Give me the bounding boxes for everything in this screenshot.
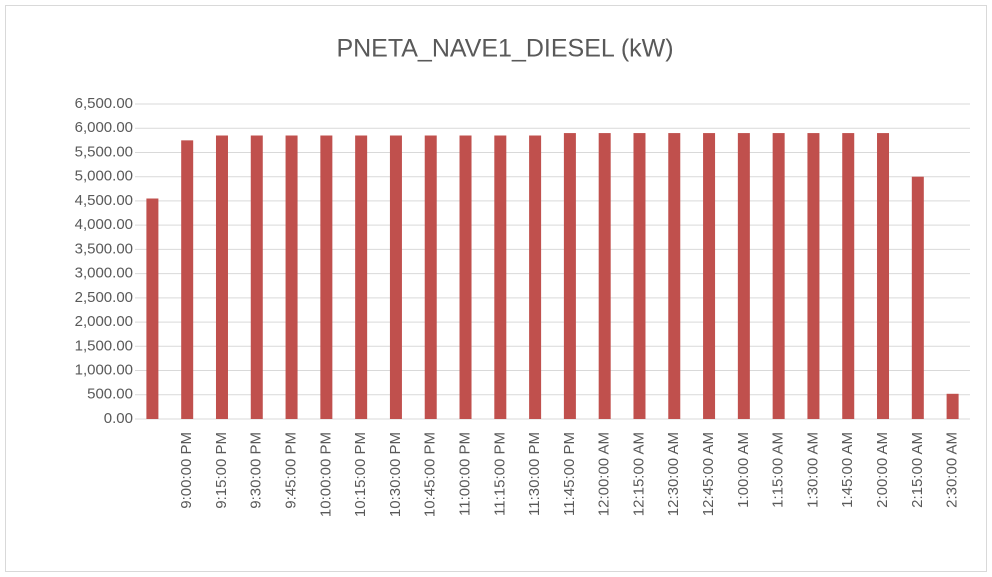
- y-tick-label: 3,500.00: [75, 240, 133, 257]
- y-tick-label: 2,000.00: [75, 313, 133, 330]
- bar: [494, 135, 507, 419]
- x-tick-label: 11:30:00 PM: [526, 432, 543, 516]
- y-tick-label: 3,000.00: [75, 265, 133, 282]
- x-tick-label: 9:45:00 PM: [283, 432, 300, 509]
- x-tick-label: 1:45:00 AM: [839, 432, 856, 508]
- bar: [737, 133, 750, 420]
- x-tick-label: 1:00:00 AM: [735, 432, 752, 508]
- x-tick-label: 9:15:00 PM: [213, 432, 230, 509]
- bar: [250, 135, 263, 419]
- x-tick-label: 10:45:00 PM: [422, 432, 439, 517]
- bar: [389, 135, 402, 419]
- y-tick-label: 4,000.00: [75, 216, 133, 233]
- x-tick-label: 12:30:00 AM: [665, 432, 682, 516]
- x-tick-label: 1:15:00 AM: [770, 432, 787, 508]
- bar: [877, 133, 890, 420]
- x-tick-label: 9:00:00 PM: [178, 432, 195, 509]
- bar: [911, 176, 924, 419]
- bar: [633, 133, 646, 420]
- y-tick-label: 1,500.00: [75, 337, 133, 354]
- bar: [668, 133, 681, 420]
- y-tick-label: 500.00: [87, 386, 133, 403]
- bar: [529, 135, 542, 419]
- y-tick-label: 6,000.00: [75, 119, 133, 136]
- chart-title: PNETA_NAVE1_DIESEL (kW): [336, 35, 673, 63]
- x-tick-label: 10:00:00 PM: [317, 432, 334, 517]
- x-tick-label: 12:00:00 AM: [596, 432, 613, 516]
- bar: [181, 140, 194, 419]
- bar: [772, 133, 785, 420]
- y-tick-label: 5,500.00: [75, 143, 133, 160]
- x-tick-label: 2:30:00 AM: [944, 432, 961, 508]
- x-tick-label: 12:15:00 AM: [630, 432, 647, 516]
- x-tick-label: 11:00:00 PM: [456, 432, 473, 516]
- x-tick-label: 11:15:00 PM: [491, 432, 508, 516]
- x-tick-label: 10:15:00 PM: [352, 432, 369, 517]
- bar: [703, 133, 716, 420]
- x-tick-label: 11:45:00 PM: [561, 432, 578, 516]
- y-tick-label: 0.00: [104, 410, 133, 427]
- bar: [842, 133, 855, 420]
- x-tick-label: 12:45:00 AM: [700, 432, 717, 516]
- bar: [459, 135, 472, 419]
- bar: [598, 133, 611, 420]
- bar: [146, 198, 159, 419]
- x-tick-label: 2:15:00 AM: [909, 432, 926, 508]
- y-tick-label: 1,000.00: [75, 362, 133, 379]
- x-tick-label: 10:30:00 PM: [387, 432, 404, 517]
- y-tick-label: 5,000.00: [75, 168, 133, 185]
- y-tick-label: 4,500.00: [75, 192, 133, 209]
- bar: [355, 135, 368, 419]
- x-tick-label: 2:00:00 AM: [874, 432, 891, 508]
- bar: [563, 133, 576, 420]
- bar: [320, 135, 333, 419]
- y-tick-label: 6,500.00: [75, 95, 133, 112]
- bar: [424, 135, 437, 419]
- y-tick-label: 2,500.00: [75, 289, 133, 306]
- x-tick-label: 1:30:00 AM: [804, 432, 821, 508]
- bar: [215, 135, 228, 419]
- bar: [946, 393, 959, 419]
- x-tick-label: 9:30:00 PM: [248, 432, 265, 509]
- bar: [807, 133, 820, 420]
- bar: [285, 135, 298, 419]
